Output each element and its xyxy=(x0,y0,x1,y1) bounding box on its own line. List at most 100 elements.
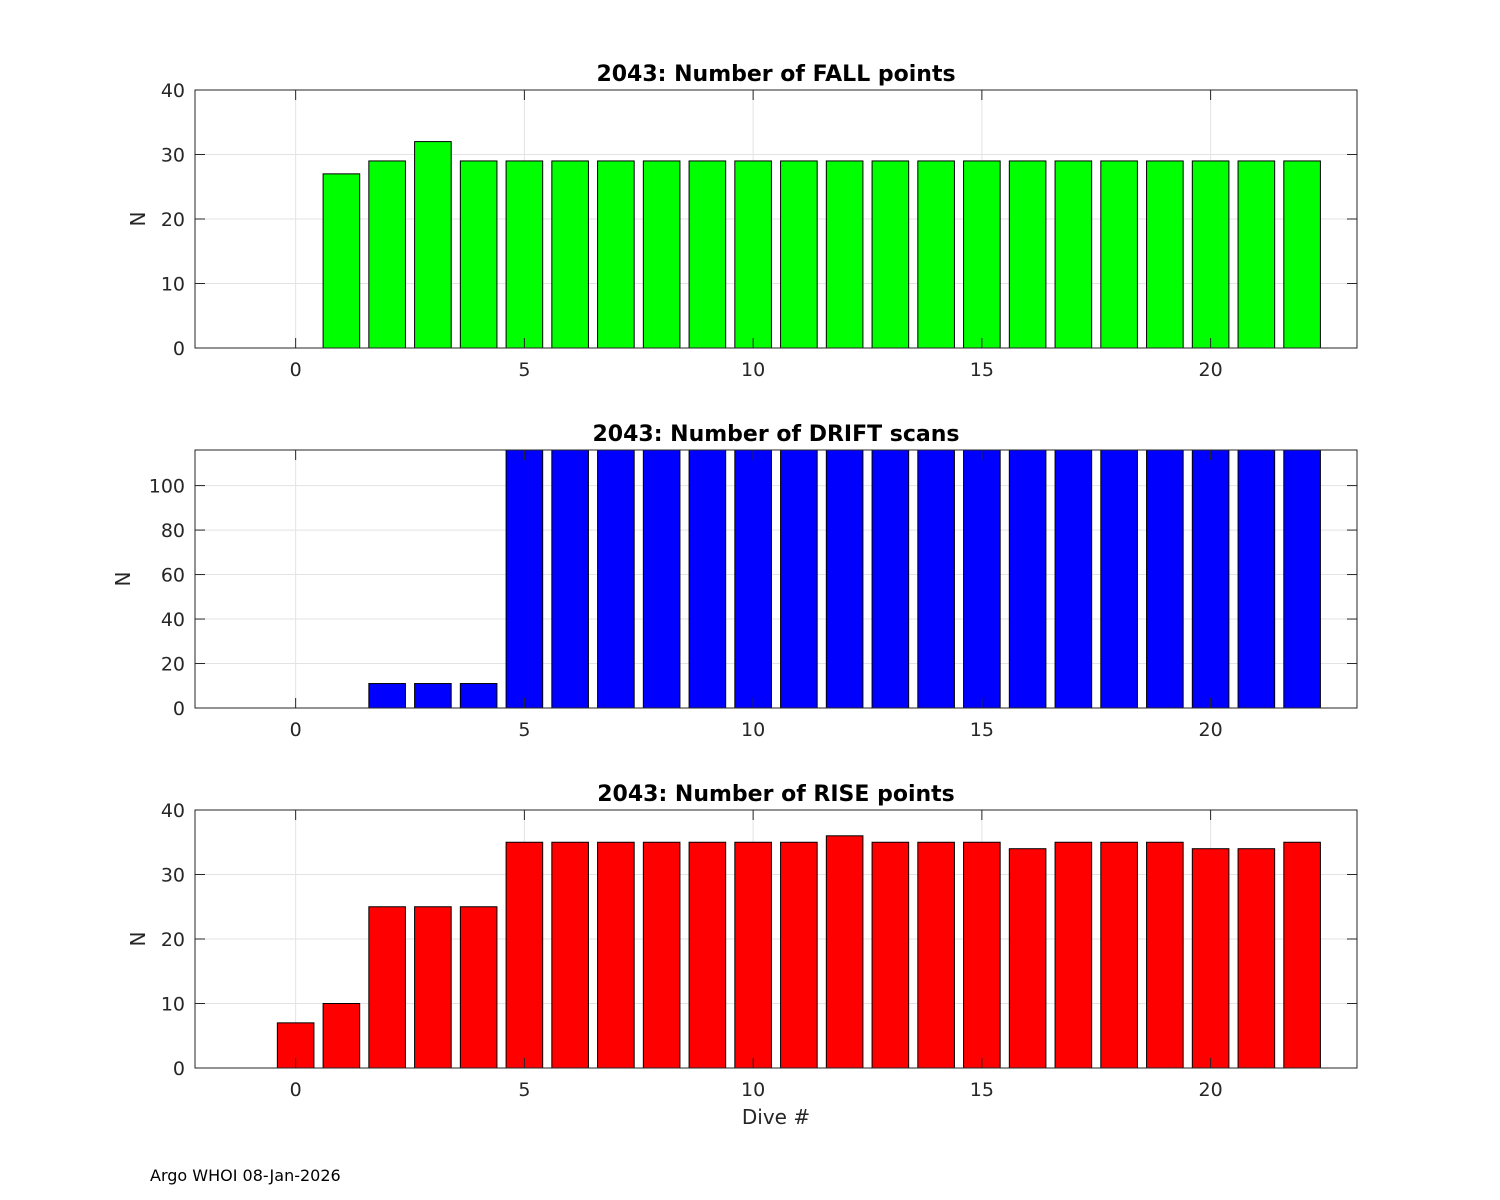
fall-points-chart: 0 5 10 15 20 0 10 20 30 40 2043: Number of FALL po… xyxy=(126,62,1358,381)
y-tick-label: 80 xyxy=(161,520,185,542)
bar xyxy=(505,841,544,1068)
bar xyxy=(1100,841,1138,1068)
bar xyxy=(368,683,406,708)
y-tick-label: 30 xyxy=(161,865,185,887)
bar xyxy=(688,160,727,348)
bar xyxy=(551,450,589,708)
bar xyxy=(642,450,681,708)
footer-text: Argo WHOI 08-Jan-2026 xyxy=(150,1166,341,1185)
bar xyxy=(780,841,818,1068)
y-tick-label: 60 xyxy=(161,565,185,587)
bar xyxy=(688,450,727,708)
bar xyxy=(551,841,589,1068)
bar xyxy=(642,160,681,348)
bar xyxy=(1100,160,1138,348)
bar xyxy=(551,160,589,348)
bar xyxy=(1054,450,1093,708)
x-tick-label: 5 xyxy=(518,359,530,381)
x-tick-label: 20 xyxy=(1199,1079,1223,1101)
bar xyxy=(1146,160,1184,348)
bar xyxy=(368,160,406,348)
chart-title: 2043: Number of FALL points xyxy=(596,62,955,87)
x-tick-label: 20 xyxy=(1199,719,1223,741)
y-tick-label: 40 xyxy=(161,80,185,102)
bar xyxy=(322,173,361,348)
y-tick-label: 100 xyxy=(149,476,185,498)
x-tick-label: 15 xyxy=(970,359,994,381)
bar xyxy=(1237,848,1276,1068)
bar xyxy=(459,683,498,708)
bar xyxy=(780,450,818,708)
x-tick-label: 10 xyxy=(741,1079,765,1101)
y-tick-label: 0 xyxy=(173,1058,185,1080)
y-axis-label: N xyxy=(126,212,150,227)
x-tick-label: 10 xyxy=(741,359,765,381)
x-tick-label: 0 xyxy=(290,719,302,741)
bar-group xyxy=(368,450,1321,708)
y-tick-label: 40 xyxy=(161,609,185,631)
drift-scans-chart: 0 5 10 15 20 0 20 40 60 80 100 2043: Number of DRIF… xyxy=(111,422,1358,741)
bar xyxy=(322,1003,361,1068)
bar xyxy=(780,160,818,348)
x-tick-label: 0 xyxy=(290,359,302,381)
bar xyxy=(1008,848,1047,1068)
bar xyxy=(871,450,910,708)
x-tick-label: 15 xyxy=(970,719,994,741)
y-tick-label: 20 xyxy=(161,209,185,231)
bar xyxy=(825,160,864,348)
bar xyxy=(414,141,452,348)
bar xyxy=(917,841,955,1068)
bar xyxy=(459,906,498,1068)
x-tick-label: 15 xyxy=(970,1079,994,1101)
bar xyxy=(1283,841,1321,1068)
chart-title: 2043: Number of DRIFT scans xyxy=(592,422,959,447)
y-tick-label: 0 xyxy=(173,338,185,360)
y-tick-label: 10 xyxy=(161,274,185,296)
x-tick-label: 5 xyxy=(518,1079,530,1101)
bar xyxy=(1008,160,1047,348)
bar xyxy=(414,683,452,708)
bar xyxy=(1054,841,1093,1068)
bar xyxy=(1008,450,1047,708)
bar xyxy=(1146,841,1184,1068)
bar xyxy=(1237,450,1276,708)
bar xyxy=(825,835,864,1068)
bar xyxy=(1191,450,1230,708)
bar xyxy=(505,160,544,348)
y-tick-label: 10 xyxy=(161,994,185,1016)
y-tick-label: 20 xyxy=(161,654,185,676)
bar xyxy=(1146,450,1184,708)
bar xyxy=(825,450,864,708)
bar xyxy=(734,450,772,708)
bar xyxy=(963,841,1001,1068)
y-axis-label: N xyxy=(126,932,150,947)
bar xyxy=(1100,450,1138,708)
bar xyxy=(505,450,544,708)
x-tick-label: 5 xyxy=(518,719,530,741)
bar xyxy=(597,841,635,1068)
bar xyxy=(642,841,681,1068)
bar xyxy=(871,841,910,1068)
x-tick-label: 0 xyxy=(290,1079,302,1101)
bar xyxy=(1237,160,1276,348)
y-axis-label: N xyxy=(111,572,135,587)
bar xyxy=(917,160,955,348)
bar xyxy=(1283,450,1321,708)
chart-title: 2043: Number of RISE points xyxy=(597,782,955,807)
bar xyxy=(414,906,452,1068)
bar-group xyxy=(322,141,1321,348)
x-tick-label: 10 xyxy=(741,719,765,741)
bar xyxy=(1191,160,1230,348)
bar xyxy=(368,906,406,1068)
rise-points-chart: 0 5 10 15 20 0 10 20 30 40 2043: Number of RISE po… xyxy=(126,782,1358,1129)
x-axis-label: Dive # xyxy=(742,1105,810,1129)
bar xyxy=(1283,160,1321,348)
bar xyxy=(597,450,635,708)
y-tick-label: 0 xyxy=(173,698,185,720)
bar xyxy=(734,841,772,1068)
bar xyxy=(688,841,727,1068)
bar xyxy=(1191,848,1230,1068)
bar xyxy=(1054,160,1093,348)
y-tick-label: 20 xyxy=(161,929,185,951)
